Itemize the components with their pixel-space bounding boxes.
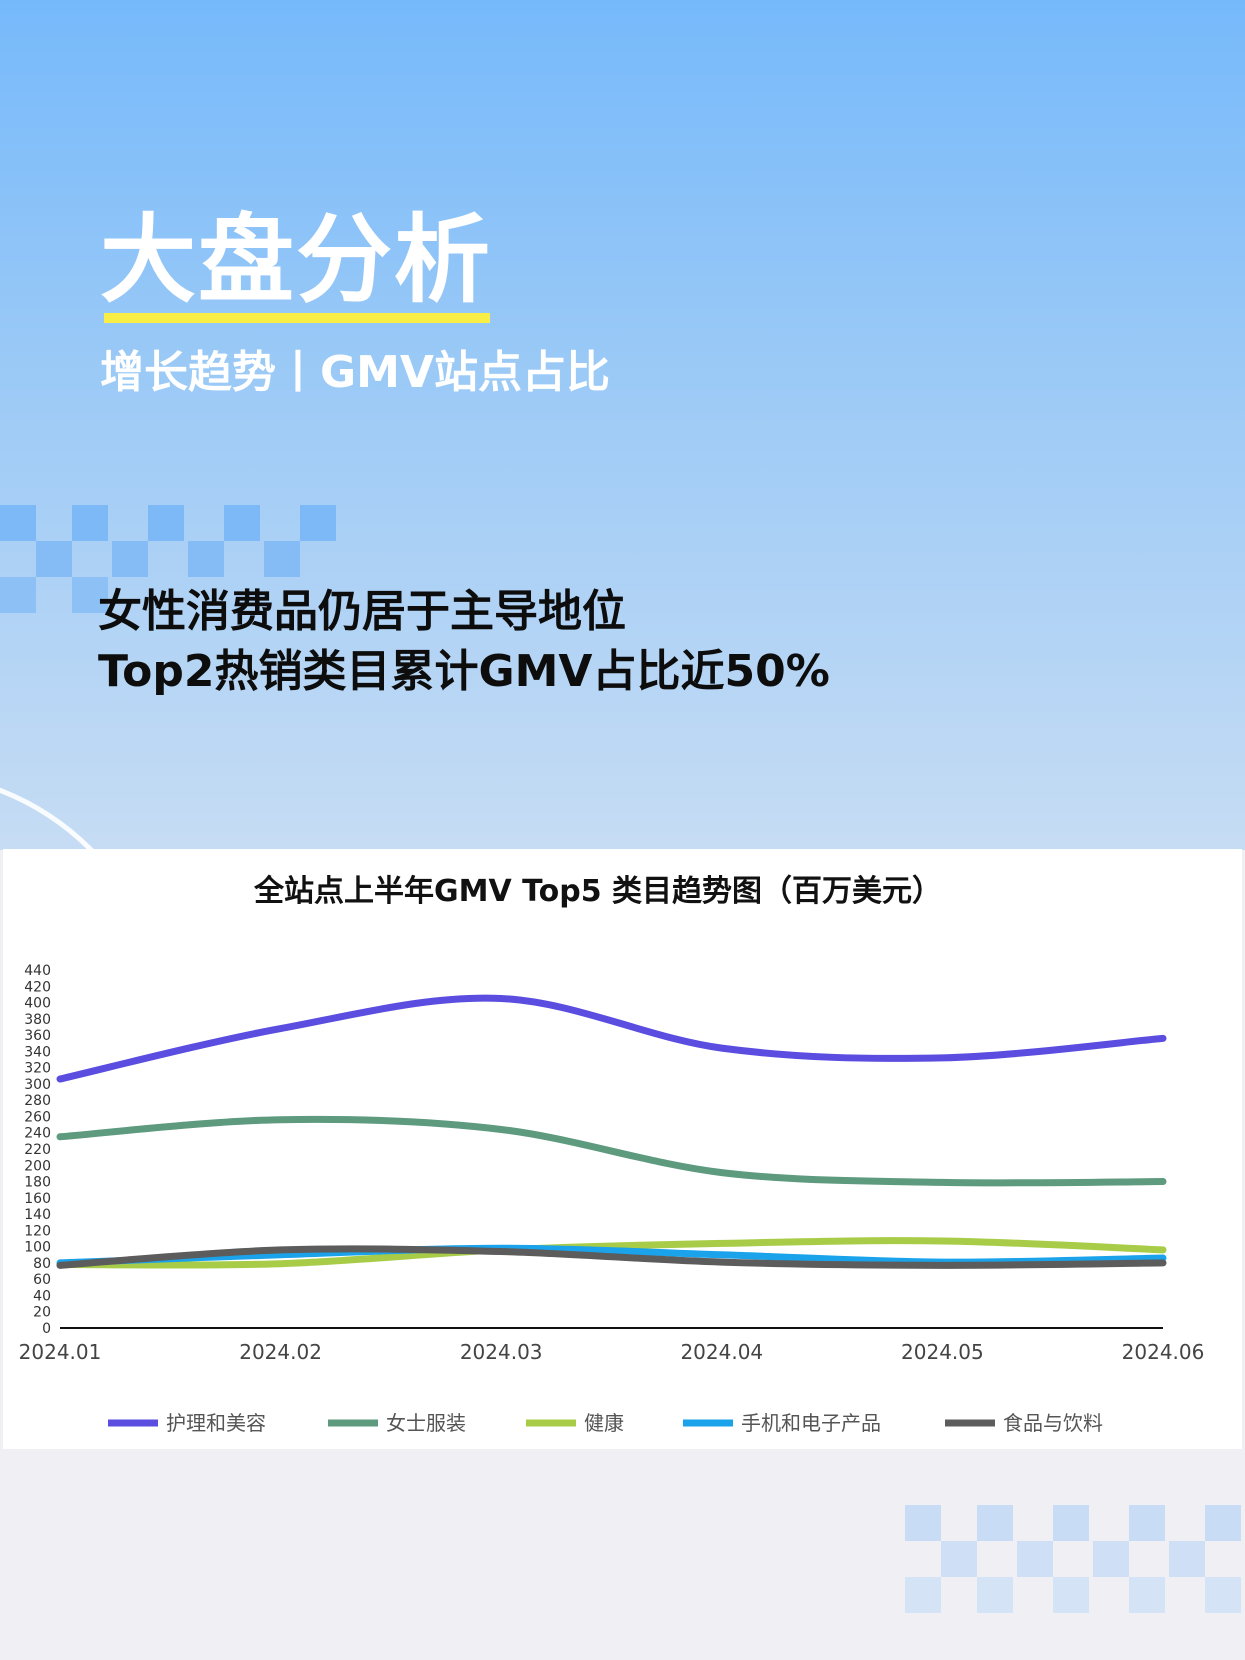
checker-pattern-decoration: [0, 505, 340, 615]
y-tick-label: 120: [24, 1223, 51, 1239]
chart-legend: 护理和美容 女士服装 健康 手机和电子产品 食品与饮料: [108, 1411, 1103, 1435]
y-tick-label: 260: [24, 1109, 51, 1125]
y-tick-label: 80: [33, 1256, 51, 1272]
y-tick-label: 40: [33, 1288, 51, 1304]
x-axis: 2024.01 2024.02 2024.03 2024.04 2024.05 2024.…: [19, 1327, 1205, 1364]
y-tick-label: 60: [33, 1272, 51, 1288]
series-lines: [56, 994, 1167, 1269]
y-tick-label: 400: [24, 996, 51, 1012]
legend-label: 食品与饮料: [1003, 1411, 1103, 1435]
y-tick-label: 140: [24, 1207, 51, 1223]
headline-line-2: Top2热销类目累计GMV占比近50%: [98, 646, 830, 697]
hero-banner: 大盘分析 增长趋势丨GMV站点占比 女性消费品仍居于主导地位 Top2热销类目累…: [0, 0, 1245, 850]
series-line: [56, 1245, 1167, 1269]
page-title: 大盘分析: [100, 204, 492, 316]
decorative-arc: [0, 770, 170, 850]
y-tick-label: 300: [24, 1077, 51, 1093]
legend-label: 健康: [584, 1411, 624, 1435]
y-tick-label: 220: [24, 1142, 51, 1158]
chart-title: 全站点上半年GMV Top5 类目趋势图（百万美元）: [253, 874, 942, 909]
y-tick-label: 440: [24, 963, 51, 979]
headline: 女性消费品仍居于主导地位 Top2热销类目累计GMV占比近50%: [98, 582, 830, 702]
page-subtitle: 增长趋势丨GMV站点占比: [100, 347, 610, 398]
series-line: [56, 1115, 1167, 1187]
x-tick-label: 2024.04: [680, 1340, 763, 1364]
y-tick-label: 20: [33, 1305, 51, 1321]
y-tick-label: 180: [24, 1175, 51, 1191]
headline-line-1: 女性消费品仍居于主导地位: [98, 586, 626, 637]
y-tick-label: 100: [24, 1240, 51, 1256]
legend-label: 女士服装: [386, 1411, 466, 1435]
chart-panel: 全站点上半年GMV Top5 类目趋势图（百万美元） 0 20 40 60 80 100 1…: [3, 849, 1242, 1449]
y-tick-label: 320: [24, 1061, 51, 1077]
y-axis: 0204060801001201401601802002202402602803…: [24, 963, 51, 1337]
line-chart: 全站点上半年GMV Top5 类目趋势图（百万美元） 0204060801001…: [19, 874, 1205, 1435]
x-tick-label: 2024.02: [239, 1340, 322, 1364]
series-line: [56, 994, 1167, 1083]
y-tick-label: 0: [42, 1321, 51, 1337]
y-tick-label: 420: [24, 979, 51, 995]
y-tick-label: 160: [24, 1191, 51, 1207]
legend-label: 手机和电子产品: [741, 1411, 881, 1435]
x-tick-label: 2024.01: [19, 1340, 102, 1364]
y-tick-label: 380: [24, 1012, 51, 1028]
y-tick-label: 200: [24, 1158, 51, 1174]
x-tick-label: 2024.03: [460, 1340, 543, 1364]
y-tick-label: 280: [24, 1093, 51, 1109]
legend-label: 护理和美容: [166, 1411, 266, 1435]
y-tick-label: 360: [24, 1028, 51, 1044]
x-tick-label: 2024.06: [1122, 1340, 1205, 1364]
y-tick-label: 340: [24, 1044, 51, 1060]
checker-pattern-decoration-bottom: [905, 1505, 1245, 1615]
x-tick-label: 2024.05: [901, 1340, 984, 1364]
series-line: [56, 1237, 1167, 1269]
title-underline: [104, 313, 490, 323]
y-tick-label: 240: [24, 1126, 51, 1142]
